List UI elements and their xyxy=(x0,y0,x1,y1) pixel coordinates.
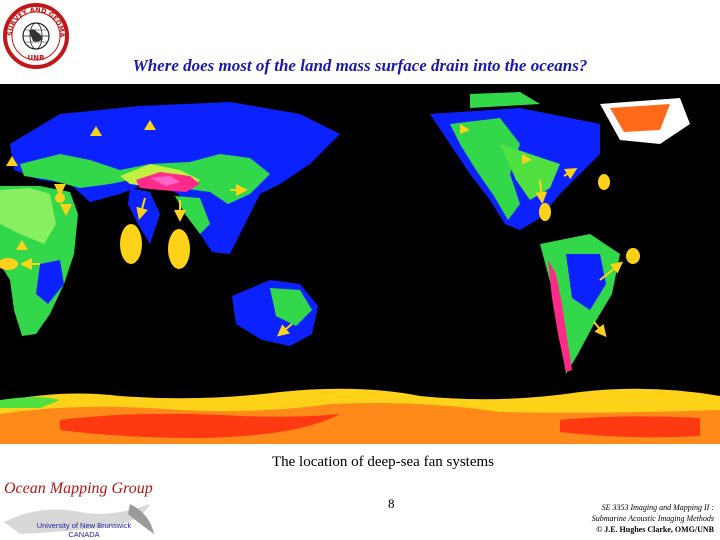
university-country: CANADA xyxy=(68,530,100,539)
congo-fan-marker xyxy=(0,258,18,270)
university-label: University of New Brunswick CANADA xyxy=(34,521,134,539)
mississippi-fan-marker xyxy=(539,203,551,221)
drainage-arrows xyxy=(20,167,624,338)
page-number: 8 xyxy=(388,496,395,511)
laurentian-fan-marker xyxy=(598,174,610,190)
logo-unb-text: UNB xyxy=(28,54,45,62)
ocean-mapping-group-title: Ocean Mapping Group xyxy=(4,480,153,497)
indus-fan-marker xyxy=(168,229,190,269)
uni-logo: SURVEY AND GEOMATICS ENGINEERING UNB xyxy=(3,3,69,69)
triangle-markers xyxy=(6,120,532,250)
course-info: SE 3353 Imaging and Mapping II : Submari… xyxy=(592,502,714,535)
copyright-line: © J.E. Hughes Clarke, OMG/UNB xyxy=(596,525,714,534)
bengal-fan-marker xyxy=(120,224,142,264)
nile-fan-marker xyxy=(55,193,65,203)
map-caption: The location of deep-sea fan systems xyxy=(271,454,494,470)
andes-range xyxy=(548,260,572,372)
university-name: University of New Brunswick xyxy=(36,521,132,530)
slide-title: Where does most of the land mass surface… xyxy=(132,56,588,75)
world-elevation-map xyxy=(0,84,720,444)
amazon-fan-marker xyxy=(626,248,640,264)
course-line-2: Submarine Acoustic Imaging Methods xyxy=(591,514,714,523)
course-line-1: SE 3353 Imaging and Mapping II : xyxy=(601,503,714,512)
feather-decoration xyxy=(4,504,154,534)
